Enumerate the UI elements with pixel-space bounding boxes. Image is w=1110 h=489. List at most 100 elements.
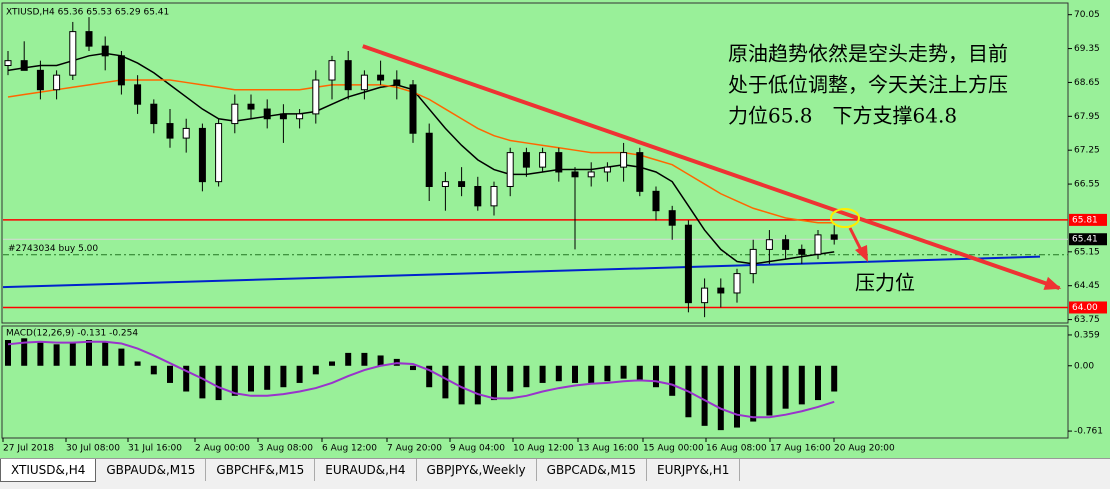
candle-body: [69, 31, 77, 76]
candle-body: [539, 152, 547, 168]
macd-bar: [329, 361, 335, 366]
x-tick-label: 10 Aug 12:00: [513, 444, 574, 454]
macd-bar: [21, 338, 28, 366]
candle-body: [247, 103, 255, 110]
candle-body: [296, 113, 304, 120]
chart-tab[interactable]: GBPCAD&,M15: [537, 459, 648, 481]
candle-body: [458, 181, 466, 187]
annotation-text: 力位65.8 下方支撑64.8: [728, 104, 957, 128]
candle-body: [717, 287, 725, 294]
macd-bar: [37, 341, 44, 366]
signal-line: [7, 340, 835, 419]
candle-body: [409, 84, 417, 134]
macd-bar: [491, 365, 497, 401]
candle-body: [263, 108, 271, 120]
macd-bar: [296, 365, 303, 383]
candle-body: [490, 185, 498, 207]
x-tick-label: 16 Aug 08:00: [706, 444, 767, 454]
annotation-text: 原油趋势依然是空头走势，目前: [728, 42, 1008, 66]
macd-bar: [734, 365, 740, 428]
macd-bar: [231, 365, 238, 396]
macd-bar: [5, 340, 11, 366]
macd-bar: [620, 365, 627, 379]
y-tick-label: 67.95: [1074, 112, 1100, 122]
main-panel: [1, 2, 1069, 324]
macd-bar: [653, 365, 659, 388]
x-tick-label: 6 Aug 12:00: [322, 444, 377, 454]
macd-title: MACD(12,26,9) -0.131 -0.254: [6, 329, 138, 339]
candle-body: [328, 60, 336, 81]
x-tick-label: 3 Aug 08:00: [258, 444, 313, 454]
macd-bar: [717, 365, 724, 431]
macd-bar: [150, 365, 157, 375]
chart-tab[interactable]: GBPAUD&,M15: [96, 459, 207, 481]
y-tick-label: 70.05: [1074, 10, 1100, 20]
macd-bar: [199, 365, 206, 399]
x-tick-label: 30 Jul 08:00: [66, 444, 120, 454]
candle-body: [279, 113, 287, 120]
macd-bar: [134, 361, 141, 366]
candle-body: [53, 74, 61, 91]
y-tick-label: 65.15: [1074, 247, 1100, 257]
candle-body: [522, 152, 530, 168]
macd-bar: [118, 348, 125, 366]
price-label-bg: [1069, 233, 1107, 246]
macd-bar: [69, 342, 76, 366]
candle-body: [668, 210, 676, 226]
macd-bar: [750, 365, 757, 422]
price-label: 64.00: [1072, 303, 1098, 313]
macd-bar: [523, 365, 530, 388]
candle-body: [620, 152, 628, 168]
chart: XTIUSD,H4 65.36 65.53 65.29 65.41 70.05 6…: [0, 0, 1110, 458]
candle-body: [166, 123, 174, 139]
macd-bar: [377, 355, 384, 366]
candle-body: [231, 103, 239, 125]
macd-bar: [831, 365, 838, 392]
header: XTIUSD,H4 65.36 65.53 65.29 65.41: [6, 8, 169, 18]
chart-tab[interactable]: GBPCHF&,M15: [206, 459, 316, 481]
x-tick-label: 31 Jul 16:00: [128, 444, 182, 454]
macd-panel: [1, 325, 1069, 439]
candle-body: [85, 31, 93, 47]
price-label: 65.41: [1072, 235, 1098, 245]
y-tick-label: 69.35: [1074, 44, 1100, 54]
candle-body: [830, 234, 838, 240]
y-tick-label: 67.25: [1074, 146, 1100, 156]
chart-tab[interactable]: EURAUD&,H4: [315, 459, 417, 481]
chart-tab[interactable]: GBPJPY&,Weekly: [417, 459, 537, 481]
macd-bar: [248, 365, 254, 392]
macd-bar: [361, 352, 368, 366]
candle-body: [798, 248, 806, 255]
candle-body: [652, 190, 660, 212]
candle-body: [312, 79, 320, 115]
candle-body: [377, 74, 385, 81]
candle-body: [506, 152, 514, 187]
candle-body: [150, 103, 158, 125]
candle-body: [117, 55, 125, 86]
x-tick-label: 13 Aug 16:00: [578, 444, 639, 454]
macd-bar: [167, 365, 173, 383]
order-label: #2743034 buy 5.00: [8, 244, 98, 254]
candle-body: [733, 273, 741, 294]
chart-tab[interactable]: XTIUSD&,H4: [0, 459, 97, 482]
macd-bar: [815, 365, 821, 401]
x-tick-label: 17 Aug 16:00: [770, 444, 831, 454]
macd-bar: [588, 365, 595, 383]
macd-bar: [604, 365, 611, 382]
candle-body: [425, 132, 433, 187]
y-tick-label: 68.65: [1074, 78, 1100, 88]
candle-body: [20, 60, 28, 71]
candle-body: [198, 127, 206, 183]
x-tick-label: 27 Jul 2018: [3, 444, 54, 454]
candle-body: [344, 60, 352, 91]
macd-bar: [345, 352, 352, 366]
y-tick-label: 0.00: [1074, 361, 1094, 371]
macd-bar: [442, 365, 449, 399]
candle-body: [182, 127, 190, 139]
trend-arrowhead: [1043, 276, 1062, 290]
macd-bar: [102, 341, 109, 366]
annotation-text: 处于低位调整，今天关注上方压: [728, 73, 1008, 97]
macd-bar: [426, 365, 433, 388]
chart-tab[interactable]: EURJPY&,H1: [647, 459, 741, 481]
